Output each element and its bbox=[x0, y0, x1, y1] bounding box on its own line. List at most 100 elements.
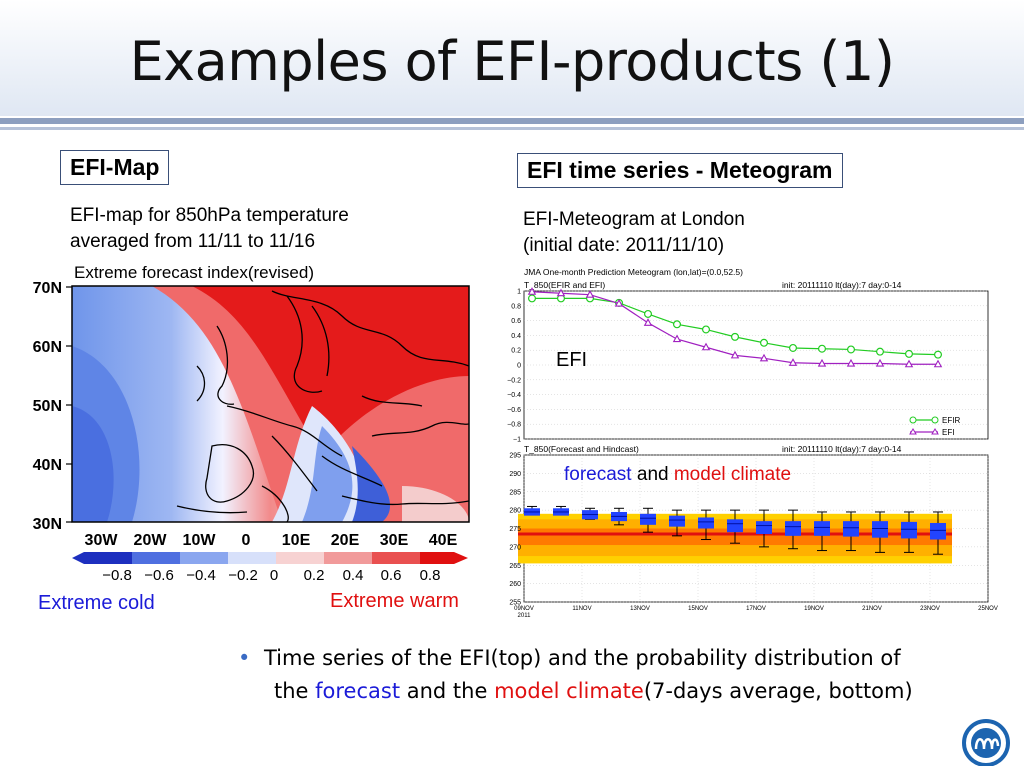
box-x-tick: 15NOV bbox=[688, 606, 708, 612]
meteogram-caption-2: (initial date: 2011/11/10) bbox=[523, 233, 724, 258]
box-x-tick: 13NOV bbox=[630, 606, 650, 612]
efi-map-label: EFI-Map bbox=[60, 150, 169, 185]
efir-point bbox=[877, 348, 884, 355]
box-x-tick: 11NOV bbox=[572, 606, 591, 612]
bullet-model-climate: model climate bbox=[494, 679, 644, 703]
lon-tick: 10E bbox=[282, 532, 311, 549]
lon-tick: 20W bbox=[134, 532, 168, 549]
map-field bbox=[72, 286, 469, 522]
forecast-box bbox=[698, 517, 714, 528]
efi-y-tick: 0.6 bbox=[511, 318, 521, 325]
colorbar-tick: 0.4 bbox=[343, 567, 364, 584]
box-y-tick: 285 bbox=[509, 489, 521, 496]
efi-y-tick: −0.2 bbox=[507, 377, 521, 384]
colorbar-tick: 0.8 bbox=[420, 567, 441, 584]
lon-tick: 10W bbox=[183, 532, 217, 549]
box-y-tick: 265 bbox=[509, 563, 521, 570]
lat-tick: 50N bbox=[33, 398, 62, 415]
forecast-box bbox=[930, 523, 946, 540]
lat-tick: 70N bbox=[33, 280, 62, 297]
efi-y-tick: −0.4 bbox=[507, 392, 521, 399]
box-x-tick: 09NOV bbox=[514, 606, 534, 612]
lat-tick: 60N bbox=[33, 339, 62, 356]
forecast-box bbox=[785, 521, 801, 536]
efir-point bbox=[906, 351, 913, 358]
legend-marker bbox=[932, 417, 938, 423]
map-lat-ticks bbox=[66, 287, 72, 522]
forecast-box bbox=[843, 521, 859, 536]
efir-point bbox=[761, 339, 768, 346]
extreme-warm-label: Extreme warm bbox=[330, 590, 459, 613]
extreme-cold-label: Extreme cold bbox=[38, 592, 155, 615]
box-x-tick: 23NOV bbox=[920, 606, 940, 612]
forecast-box bbox=[669, 516, 685, 527]
bullet-text-3: and the bbox=[400, 679, 494, 703]
box-x-tick: 17NOV bbox=[746, 606, 766, 612]
and-word: and bbox=[632, 464, 674, 485]
bullet-dot: • bbox=[238, 642, 264, 675]
box-x-tick: 21NOV bbox=[862, 606, 882, 612]
box-y-tick: 280 bbox=[509, 508, 521, 515]
efir-point bbox=[819, 345, 826, 352]
box-y-tick: 275 bbox=[509, 526, 521, 533]
bullet-text-1: Time series of the EFI(top) and the prob… bbox=[264, 646, 901, 670]
efir-point bbox=[935, 351, 942, 358]
slide-title: Examples of EFI-products (1) bbox=[0, 30, 1024, 93]
meteogram-chart: JMA One-month Prediction Meteogram (lon,… bbox=[492, 262, 1002, 622]
lon-tick: 40E bbox=[429, 532, 458, 549]
efi-y-tick: 1 bbox=[517, 289, 521, 296]
box-y-tick: 295 bbox=[509, 453, 521, 460]
map-lon-axis: 30W 20W 10W 0 10E 20E 30E 40E bbox=[85, 532, 458, 549]
colorbar-tick: 0.2 bbox=[304, 567, 325, 584]
efi-map-caption-2: averaged from 11/11 to 11/16 bbox=[70, 229, 315, 254]
legend-entry: EFIR bbox=[942, 416, 960, 425]
efi-chart-init: init: 20111110 lt(day):7 day:0-14 bbox=[782, 280, 902, 290]
bullet-text-2: the bbox=[274, 679, 315, 703]
lon-tick: 20E bbox=[331, 532, 360, 549]
efi-annotation: EFI bbox=[556, 349, 587, 371]
efir-point bbox=[848, 346, 855, 353]
efir-point bbox=[674, 321, 681, 328]
meteogram-header: JMA One-month Prediction Meteogram (lon,… bbox=[524, 267, 743, 277]
efir-point bbox=[645, 311, 652, 318]
efi-y-tick: 0.8 bbox=[511, 303, 521, 310]
map-lat-axis: 70N 60N 50N 40N 30N bbox=[33, 280, 62, 533]
box-chart-title: T_850(Forecast and Hindcast) bbox=[524, 444, 639, 454]
forecast-box bbox=[814, 521, 830, 536]
box-x-tick: 25NOV bbox=[978, 606, 998, 612]
forecast-box bbox=[640, 514, 656, 525]
efir-point bbox=[703, 326, 710, 333]
colorbar-tick: −0.6 bbox=[144, 567, 174, 584]
box-chart-init: init: 20111110 lt(day):7 day:0-14 bbox=[782, 444, 902, 454]
lat-tick: 40N bbox=[33, 457, 62, 474]
forecast-model-climate-annotation: forecast and model climate bbox=[564, 464, 791, 485]
efi-y-tick: −0.6 bbox=[507, 407, 521, 414]
colorbar-ticks: −0.8 −0.6 −0.4 −0.2 0 0.2 0.4 0.6 0.8 bbox=[102, 567, 440, 584]
lon-tick: 30E bbox=[380, 532, 409, 549]
efi-chart-title: T_850(EFIR and EFI) bbox=[524, 280, 605, 290]
box-y-tick: 290 bbox=[509, 471, 521, 478]
colorbar-tick: −0.8 bbox=[102, 567, 132, 584]
map-title: Extreme forecast index(revised) bbox=[74, 263, 314, 282]
efir-point bbox=[529, 295, 536, 302]
meteogram-label: EFI time series - Meteogram bbox=[517, 153, 843, 188]
lat-tick: 30N bbox=[33, 516, 62, 533]
jma-logo bbox=[958, 716, 1014, 766]
forecast-box bbox=[756, 521, 772, 534]
colorbar-tick: −0.2 bbox=[228, 567, 258, 584]
lon-tick: 30W bbox=[85, 532, 119, 549]
forecast-word: forecast bbox=[564, 464, 632, 485]
colorbar-tick: 0.6 bbox=[381, 567, 402, 584]
efir-point bbox=[732, 333, 739, 340]
forecast-box bbox=[727, 519, 743, 532]
efir-point bbox=[790, 345, 797, 352]
efi-map-caption-1: EFI-map for 850hPa temperature bbox=[70, 203, 349, 228]
efi-y-tick: −1 bbox=[513, 437, 521, 444]
efi-y-tick: 0.2 bbox=[511, 348, 521, 355]
box-y-tick: 260 bbox=[509, 581, 521, 588]
meteogram-caption-1: EFI-Meteogram at London bbox=[523, 207, 745, 232]
map-colorbar bbox=[72, 552, 468, 564]
efi-y-tick: −0.8 bbox=[507, 422, 521, 429]
efi-y-tick: 0 bbox=[517, 363, 521, 370]
summary-bullet: • Time series of the EFI(top) and the pro… bbox=[238, 642, 998, 708]
